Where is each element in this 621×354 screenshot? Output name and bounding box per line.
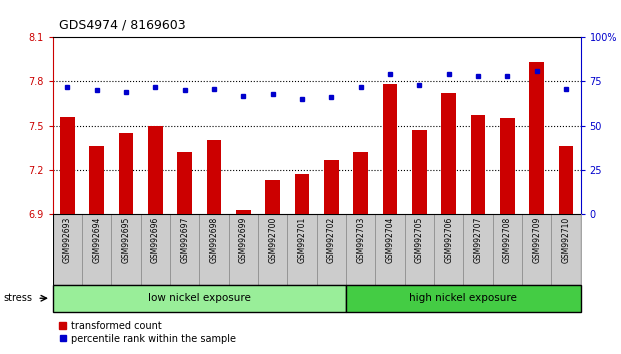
Text: GSM992693: GSM992693 — [63, 216, 72, 263]
Text: GSM992701: GSM992701 — [297, 216, 307, 263]
Bar — [463, 214, 492, 285]
Text: GSM992704: GSM992704 — [386, 216, 394, 263]
Text: GSM992695: GSM992695 — [122, 216, 130, 263]
Text: GSM992710: GSM992710 — [561, 216, 571, 263]
Bar — [199, 214, 229, 285]
Bar — [500, 118, 515, 214]
Text: GSM992709: GSM992709 — [532, 216, 541, 263]
Bar — [405, 214, 434, 285]
Bar — [559, 146, 573, 214]
Bar — [170, 214, 199, 285]
Bar — [551, 214, 581, 285]
Text: GSM992697: GSM992697 — [180, 216, 189, 263]
Bar — [492, 214, 522, 285]
Text: GSM992706: GSM992706 — [444, 216, 453, 263]
Bar — [60, 117, 75, 214]
Text: GSM992708: GSM992708 — [503, 216, 512, 263]
Bar — [53, 214, 82, 285]
Bar — [442, 93, 456, 214]
Bar — [53, 285, 346, 312]
Text: low nickel exposure: low nickel exposure — [148, 293, 251, 303]
Text: GSM992700: GSM992700 — [268, 216, 277, 263]
Text: GSM992702: GSM992702 — [327, 216, 336, 263]
Bar — [412, 130, 427, 214]
Bar — [346, 285, 581, 312]
Text: GSM992694: GSM992694 — [93, 216, 101, 263]
Text: GSM992707: GSM992707 — [473, 216, 483, 263]
Bar — [207, 141, 222, 214]
Bar — [295, 175, 309, 214]
Text: stress: stress — [3, 293, 32, 303]
Text: GSM992698: GSM992698 — [209, 216, 219, 263]
Bar — [229, 214, 258, 285]
Bar — [383, 84, 397, 214]
Text: GSM992703: GSM992703 — [356, 216, 365, 263]
Bar — [324, 160, 338, 214]
Bar — [82, 214, 111, 285]
Bar — [111, 214, 141, 285]
Bar — [89, 146, 104, 214]
Text: GSM992699: GSM992699 — [239, 216, 248, 263]
Bar — [346, 214, 375, 285]
Bar — [471, 115, 486, 214]
Bar — [434, 214, 463, 285]
Text: high nickel exposure: high nickel exposure — [409, 293, 517, 303]
Bar — [375, 214, 405, 285]
Text: GDS4974 / 8169603: GDS4974 / 8169603 — [59, 19, 186, 32]
Bar — [317, 214, 346, 285]
Bar — [178, 152, 192, 214]
Bar — [236, 210, 251, 214]
Bar — [265, 180, 280, 214]
Text: GSM992696: GSM992696 — [151, 216, 160, 263]
Bar — [258, 214, 288, 285]
Bar — [119, 133, 134, 214]
Bar — [522, 214, 551, 285]
Bar — [141, 214, 170, 285]
Text: GSM992705: GSM992705 — [415, 216, 424, 263]
Legend: transformed count, percentile rank within the sample: transformed count, percentile rank withi… — [58, 320, 237, 345]
Bar — [148, 126, 163, 214]
Bar — [288, 214, 317, 285]
Bar — [353, 152, 368, 214]
Bar — [529, 62, 544, 214]
